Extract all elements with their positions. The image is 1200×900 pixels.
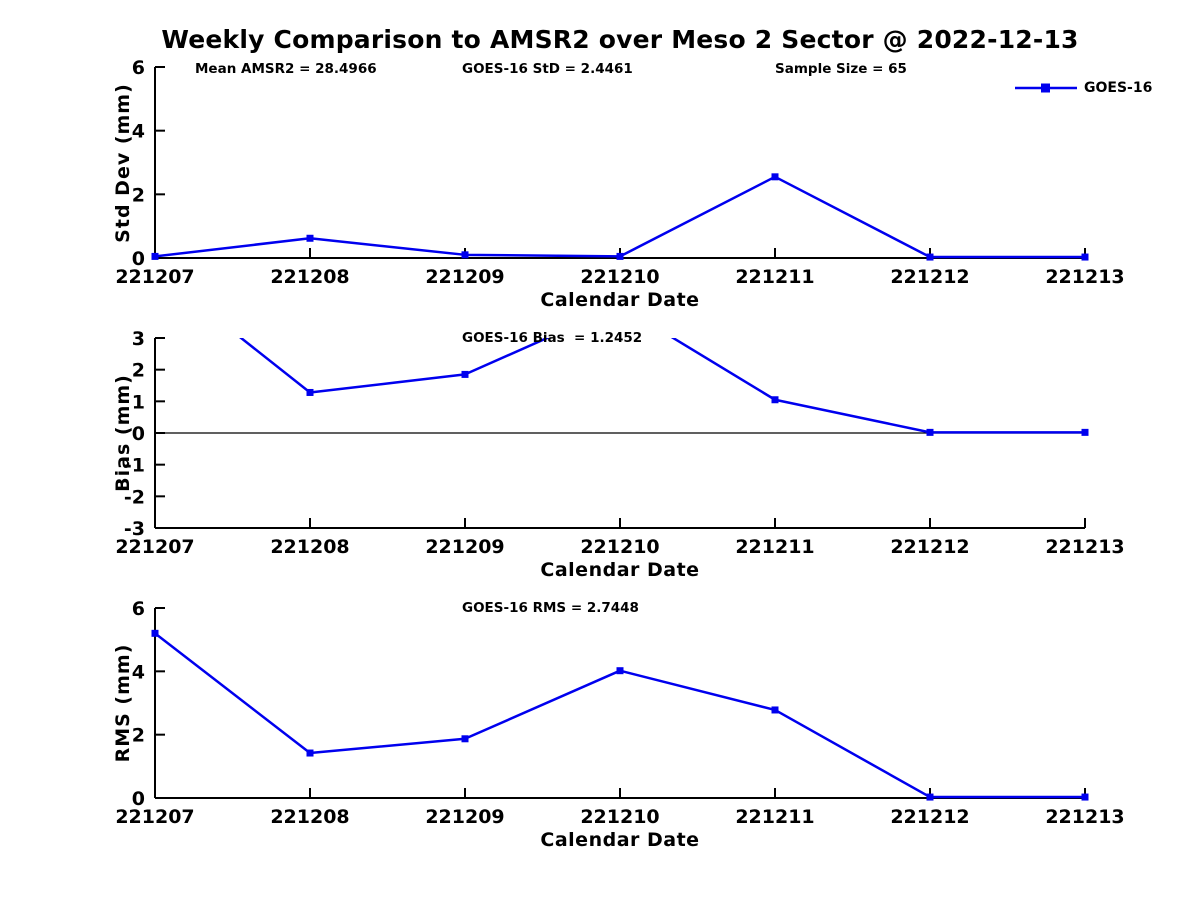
x-tick-label: 221209 (425, 266, 504, 288)
legend-square-marker-icon (1041, 83, 1050, 93)
chart-title: Weekly Comparison to AMSR2 over Meso 2 S… (161, 25, 1079, 54)
legend-line-sample (1015, 83, 1077, 93)
y-tick-label: 4 (132, 661, 145, 683)
y-axis-label-rms: RMS (mm) (112, 643, 134, 763)
x-axis-label-2: Calendar Date (540, 559, 700, 581)
x-tick-label: 221211 (735, 806, 814, 828)
x-tick-label: 221212 (890, 266, 969, 288)
subplot-rms: 0 2 4 6 221207 221208 221209 221210 221211 221212… (115, 598, 1124, 828)
x-tick-label: 221207 (115, 536, 194, 558)
y-tick-label: -1 (124, 455, 145, 477)
y-tick-label: -3 (124, 518, 145, 540)
data-point-marker (1081, 428, 1089, 436)
y-tick-label: 1 (132, 391, 145, 413)
data-point-marker (926, 253, 934, 261)
x-tick-label: 221210 (580, 806, 659, 828)
stat-mean-amsr2: Mean AMSR2 = 28.4966 (195, 61, 377, 77)
data-point-marker (926, 428, 934, 436)
x-tick-label: 221207 (115, 806, 194, 828)
data-point-marker (461, 735, 469, 743)
x-tick-label: 221210 (580, 536, 659, 558)
y-tick-label: 6 (132, 57, 145, 79)
series-line (154, 175, 1085, 259)
x-tick-label: 221213 (1045, 266, 1124, 288)
data-point-marker (461, 251, 469, 259)
data-point-marker (461, 370, 469, 378)
y-tick-label: 0 (132, 248, 145, 270)
x-tick-label: 221207 (115, 266, 194, 288)
x-tick-label: 221211 (735, 266, 814, 288)
y-tick-label: 2 (132, 184, 145, 206)
subplot-bias: -3 -2 -1 0 1 2 3 221207 221208 221209 221210 221211… (115, 328, 1124, 558)
x-tick-label: 221209 (425, 536, 504, 558)
data-point-marker (306, 388, 314, 396)
y-tick-label: 0 (132, 423, 145, 445)
data-point-marker (771, 396, 779, 404)
y-tick-label: 2 (132, 725, 145, 747)
y-tick-label: 3 (132, 328, 145, 350)
x-axis-label-1: Calendar Date (540, 289, 700, 311)
x-tick-label: 221208 (270, 266, 349, 288)
legend: GOES-16 (1013, 78, 1152, 98)
y-axis-label-std-dev: Std Dev (mm) (112, 83, 134, 243)
data-point-marker (1081, 793, 1089, 801)
x-tick-label: 221212 (890, 536, 969, 558)
x-tick-label: 221213 (1045, 536, 1124, 558)
data-point-marker (1081, 253, 1089, 261)
data-point-marker (771, 706, 779, 714)
legend-label: GOES-16 (1084, 80, 1153, 96)
x-tick-label: 221213 (1045, 806, 1124, 828)
y-axis-label-bias: Bias (mm) (112, 374, 134, 492)
series-goes-16 (151, 629, 1089, 801)
series-line (154, 632, 1085, 799)
stat-goes16-bias: GOES-16 Bias = 1.2452 (462, 330, 643, 346)
data-point-marker (151, 252, 159, 260)
y-tick-label: 0 (132, 788, 145, 810)
x-tick-label: 221208 (270, 536, 349, 558)
series-goes-16 (239, 338, 1089, 436)
stat-goes16-rms: GOES-16 RMS = 2.7448 (462, 600, 639, 616)
data-point-marker (771, 173, 779, 181)
y-tick-label: 4 (132, 121, 145, 143)
stat-sample-size: Sample Size = 65 (775, 61, 907, 77)
series-goes-16 (151, 173, 1089, 261)
x-tick-label: 221212 (890, 806, 969, 828)
y-tick-label: -2 (124, 486, 145, 508)
x-tick-label: 221209 (425, 806, 504, 828)
data-point-marker (306, 234, 314, 242)
data-point-marker (926, 793, 934, 801)
y-tick-label: 6 (132, 598, 145, 620)
x-axis-label-3: Calendar Date (540, 829, 700, 851)
y-tick-label: 2 (132, 360, 145, 382)
data-point-marker (616, 252, 624, 260)
stat-goes16-std: GOES-16 StD = 2.4461 (462, 61, 633, 77)
x-tick-label: 221208 (270, 806, 349, 828)
data-point-marker (306, 749, 314, 757)
x-tick-label: 221211 (735, 536, 814, 558)
subplot-std-dev: 0 2 4 6 221207 221208 221209 221210 221211 221212… (115, 57, 1124, 288)
data-point-marker (151, 629, 159, 637)
data-point-marker (616, 667, 624, 675)
x-tick-label: 221210 (580, 266, 659, 288)
